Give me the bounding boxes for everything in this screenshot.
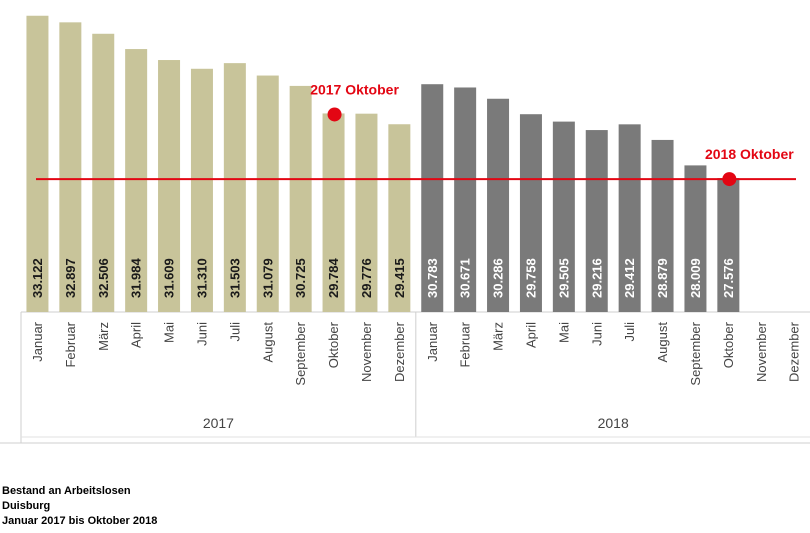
bar-value-label: 29.216: [589, 258, 604, 298]
marker-label: 2017 Oktober: [310, 81, 399, 97]
bar: [158, 60, 181, 312]
bar: [552, 121, 575, 312]
month-tick-label: April: [129, 322, 144, 348]
month-tick-label: Juni: [194, 322, 209, 346]
bar: [223, 63, 246, 312]
chart-caption: Bestand an Arbeitslosen Duisburg Januar …: [2, 484, 157, 529]
caption-line-3: Januar 2017 bis Oktober 2018: [2, 515, 158, 527]
bar-value-label: 29.412: [622, 258, 637, 298]
chart-frame: [0, 311, 810, 444]
bar-value-label: 28.879: [655, 258, 670, 298]
bar: [92, 33, 115, 313]
month-tick-label: September: [688, 321, 703, 385]
month-tick-label: Mai: [556, 322, 571, 343]
month-tick-label: Juli: [622, 322, 637, 342]
year-labels-layer: 2017 2018: [203, 415, 629, 431]
bar: [26, 15, 49, 313]
bar-value-label: 31.503: [227, 258, 242, 298]
month-tick-label: Oktober: [721, 321, 736, 368]
bar-value-label: 30.725: [293, 258, 308, 298]
month-tick-label: Januar: [30, 321, 45, 361]
bars-layer: [26, 15, 740, 313]
bar: [355, 113, 378, 313]
bar: [190, 68, 213, 312]
month-tick-label: März: [96, 322, 111, 351]
bar-value-label: 29.758: [523, 258, 538, 298]
month-tick-label: September: [293, 321, 308, 385]
bar-value-label: 29.505: [556, 258, 571, 298]
year-group-label: 2017: [203, 415, 234, 431]
month-tick-label: August: [260, 322, 275, 363]
value-labels-layer: 33.122 32.897 32.506 31.984 31.609 31.310 31.5…: [30, 257, 736, 298]
bar-value-label: 28.009: [688, 258, 703, 298]
marker-dot: [327, 107, 342, 122]
bar-value-label: 31.984: [129, 257, 144, 298]
bar-value-label: 31.310: [194, 258, 209, 298]
reference-overlay: 2017 Oktober 2018 Oktober: [36, 81, 796, 187]
bar: [487, 98, 510, 312]
month-tick-label: Juni: [589, 322, 604, 346]
marker-dot: [722, 172, 737, 187]
bar: [256, 75, 279, 312]
month-tick-label: August: [655, 322, 670, 363]
bar: [421, 84, 444, 312]
bar: [322, 113, 345, 312]
caption-line-2: Duisburg: [2, 500, 51, 512]
bar-value-label: 31.079: [260, 258, 275, 298]
bar-value-label: 30.783: [425, 258, 440, 298]
bar: [289, 85, 312, 312]
bar: [618, 124, 641, 312]
month-tick-label: November: [754, 321, 769, 382]
bar: [125, 49, 148, 313]
bar-value-label: 27.576: [721, 258, 736, 298]
bar-value-label: 30.286: [491, 258, 506, 298]
bar: [519, 114, 542, 312]
month-tick-label: Oktober: [326, 321, 341, 368]
bar: [388, 124, 411, 313]
bar-value-label: 29.776: [359, 258, 374, 298]
month-tick-label: Mai: [162, 322, 177, 343]
month-tick-label: Dezember: [787, 321, 802, 382]
month-tick-label: Februar: [63, 321, 78, 367]
month-labels-layer: Januar Februar März April Mai Juni Juli August S…: [30, 321, 802, 385]
bar-value-label: 30.671: [458, 258, 473, 298]
bar-value-label: 31.609: [162, 258, 177, 298]
bar-chart: 33.122 32.897 32.506 31.984 31.609 31.310 31.5…: [0, 15, 810, 444]
month-tick-label: Februar: [458, 321, 473, 367]
bar: [717, 178, 740, 312]
bar-value-label: 29.784: [326, 257, 341, 298]
caption-line-1: Bestand an Arbeitslosen: [2, 485, 131, 497]
month-tick-label: Januar: [425, 321, 440, 361]
month-tick-label: Juli: [227, 322, 242, 342]
bar-value-label: 33.122: [30, 258, 45, 298]
bar-value-label: 32.897: [63, 258, 78, 298]
month-tick-label: April: [523, 322, 538, 348]
marker-label: 2018 Oktober: [705, 146, 794, 162]
bar: [59, 22, 82, 313]
bar-value-label: 29.415: [392, 258, 407, 298]
month-tick-label: November: [359, 321, 374, 382]
bar: [684, 165, 707, 312]
bar: [585, 130, 608, 312]
bar-value-label: 32.506: [96, 258, 111, 298]
bar: [651, 139, 674, 312]
bar: [454, 87, 477, 312]
year-group-label: 2018: [598, 415, 629, 431]
month-tick-label: Dezember: [392, 321, 407, 382]
month-tick-label: März: [491, 322, 506, 351]
